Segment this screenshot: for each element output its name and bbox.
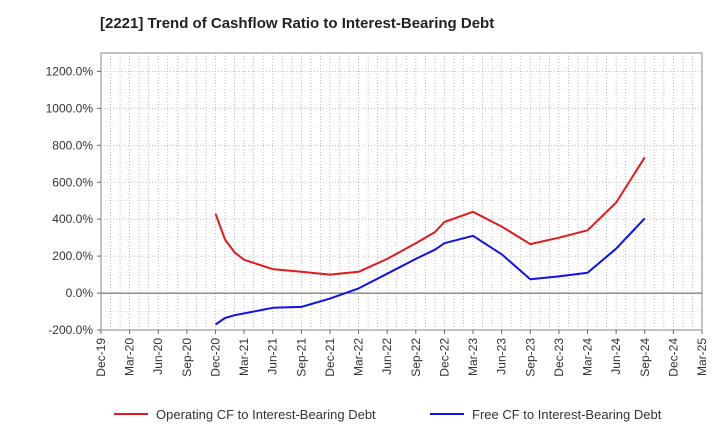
y-tick-label: 1000.0% — [46, 101, 94, 115]
x-tick-label: Sep-23 — [523, 338, 537, 377]
y-tick-label: 800.0% — [52, 138, 93, 152]
chart-title: [2221] Trend of Cashflow Ratio to Intere… — [100, 15, 495, 32]
plot-area — [101, 53, 702, 330]
y-tick-label: 200.0% — [52, 249, 93, 263]
y-tick-label: 600.0% — [52, 175, 93, 189]
legend-label: Free CF to Interest-Bearing Debt — [472, 407, 662, 422]
x-tick-label: Dec-23 — [552, 338, 566, 377]
y-tick-label: 0.0% — [66, 286, 94, 300]
x-tick-label: Mar-20 — [123, 338, 137, 376]
plot-border — [100, 52, 703, 331]
x-tick-label: Mar-21 — [237, 338, 251, 376]
x-tick-label: Jun-20 — [151, 338, 165, 375]
x-tick-label: Dec-22 — [437, 338, 451, 377]
series-layer — [214, 156, 646, 326]
x-tick-label: Sep-20 — [180, 338, 194, 377]
y-tick-label: -200.0% — [48, 323, 93, 337]
legend-label: Operating CF to Interest-Bearing Debt — [156, 407, 376, 422]
series-line-1 — [214, 156, 646, 276]
x-tick-label: Jun-24 — [609, 338, 623, 375]
y-tick-label: 400.0% — [52, 212, 93, 226]
x-tick-label: Mar-23 — [466, 338, 480, 376]
x-tick-label: Sep-22 — [409, 338, 423, 377]
legend: Operating CF to Interest-Bearing Debt Fre… — [114, 407, 662, 422]
x-tick-label: Jun-22 — [380, 338, 394, 375]
grid-layer — [101, 53, 702, 331]
x-tick-label: Jun-23 — [495, 338, 509, 375]
x-tick-label: Mar-22 — [352, 338, 366, 376]
x-tick-label: Dec-19 — [94, 338, 108, 377]
x-tick-label: Sep-24 — [638, 338, 652, 377]
x-tick-label: Dec-24 — [666, 338, 680, 377]
x-tick-label: Mar-24 — [581, 338, 595, 376]
x-tick-label: Dec-20 — [208, 338, 222, 377]
y-tick-label: 1200.0% — [46, 64, 94, 78]
x-tick-label: Sep-21 — [294, 338, 308, 377]
x-tick-label: Jun-21 — [266, 338, 280, 375]
axis-layer: Dec-19 Mar-20 Jun-20 Sep-20 Dec-20 Mar-21 Jun-… — [46, 52, 709, 377]
x-tick-label: Dec-21 — [323, 338, 337, 377]
series-line-2 — [214, 217, 646, 326]
x-tick-label: Mar-25 — [695, 338, 709, 376]
